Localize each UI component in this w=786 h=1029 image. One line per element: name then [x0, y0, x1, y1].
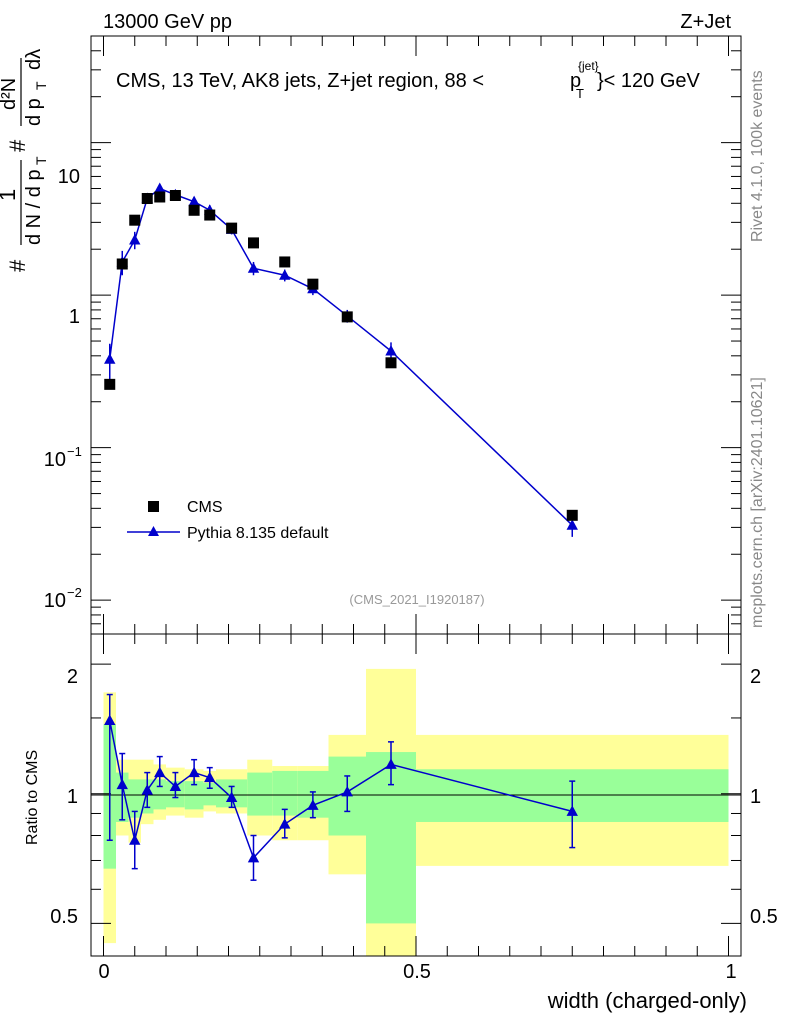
- legend-mc-label: Pythia 8.135 default: [187, 525, 329, 542]
- ratio-point: [385, 758, 397, 769]
- mc-point: [154, 182, 166, 194]
- ratio-point: [566, 805, 578, 816]
- cms-point: [226, 222, 238, 234]
- mc-point: [247, 262, 260, 273]
- main-y-axis-label: # 1 d N / d p T # d²N d p T dλ: [0, 49, 49, 272]
- main-plot-frame: [90, 35, 742, 635]
- x-tick-label-0: 0: [98, 961, 109, 983]
- y-label-d2n: d²N: [0, 78, 20, 110]
- plot-title-suffix: }< 120 GeV: [597, 70, 701, 92]
- cms-point: [279, 256, 291, 268]
- legend-cms-label: CMS: [187, 499, 223, 516]
- main-axis-ticks: [91, 35, 741, 635]
- y-label-dlambda: dλ: [23, 49, 45, 70]
- ratio-tick-right-1: 1: [750, 786, 761, 808]
- y-tick-exp-0p01: −2: [67, 585, 82, 600]
- main-data-points: [104, 182, 578, 537]
- plot-title-p: p: [570, 70, 581, 92]
- y-label-one: 1: [0, 189, 20, 201]
- rivet-label: Rivet 4.1.0, 100k events: [749, 70, 766, 242]
- cms-point: [141, 193, 153, 205]
- plot-title-sup: {jet}: [578, 59, 599, 73]
- mcplots-label: mcplots.cern.ch [arXiv:2401.10621]: [749, 377, 766, 628]
- cms-point: [116, 258, 128, 270]
- ratio-point: [169, 780, 182, 791]
- y-label-sub-t1: T: [33, 156, 49, 165]
- ratio-point: [116, 778, 128, 790]
- mc-point: [385, 345, 397, 356]
- mc-line: [109, 187, 573, 526]
- cms-point: [129, 214, 141, 226]
- ratio-point: [225, 791, 238, 803]
- process-label: Z+Jet: [680, 11, 731, 33]
- ratio-point: [279, 818, 291, 829]
- x-axis-label: width (charged-only): [547, 988, 747, 1013]
- y-tick-label-10: 10: [58, 166, 80, 188]
- mc-point: [279, 269, 291, 280]
- cms-point: [385, 357, 397, 369]
- ratio-data-points: [104, 693, 578, 881]
- cms-point: [248, 237, 259, 249]
- y-tick-label-0p01: 10: [44, 590, 66, 612]
- cms-point: [307, 278, 319, 290]
- ratio-point: [141, 784, 153, 795]
- mc-point: [129, 233, 141, 245]
- legend-mc-marker: [148, 526, 159, 536]
- ratio-tick-left-2: 2: [67, 666, 78, 688]
- cms-point: [104, 378, 116, 390]
- legend-cms-marker: [148, 501, 159, 512]
- cms-point: [204, 209, 216, 221]
- legend: CMS Pythia 8.135 default: [127, 499, 329, 542]
- ratio-point: [188, 766, 200, 778]
- plot-title-sub: T: [576, 86, 584, 101]
- cms-point: [188, 204, 200, 216]
- ratio-tick-left-0p5: 0.5: [50, 906, 78, 928]
- mc-point: [104, 353, 116, 364]
- y-label-sub-t2: T: [33, 81, 49, 90]
- ratio-point: [204, 771, 216, 783]
- plot-title: CMS, 13 TeV, AK8 jets, Z+jet region, 88 …: [116, 59, 701, 101]
- plot-title-prefix: CMS, 13 TeV, AK8 jets, Z+jet region, 88 …: [116, 70, 484, 92]
- band-inner-7: [203, 782, 216, 806]
- band-inner-9: [247, 772, 273, 816]
- ratio-point: [129, 834, 141, 845]
- y-label-hash1: #: [5, 259, 30, 272]
- mc-point: [566, 519, 578, 530]
- cms-point: [566, 509, 578, 521]
- band-inner-2: [128, 779, 141, 818]
- y-tick-exp-0p1: −1: [67, 444, 82, 459]
- y-tick-label-0p1: 10: [44, 449, 66, 471]
- ratio-point: [341, 785, 353, 797]
- analysis-id: (CMS_2021_I1920187): [349, 592, 484, 607]
- ratio-point: [247, 851, 260, 863]
- ratio-point: [104, 714, 116, 725]
- mc-point: [188, 195, 200, 207]
- band-inner-4: [153, 779, 166, 810]
- y-label-dndpt: d N / d p: [23, 169, 45, 245]
- ratio-tick-right-0p5: 0.5: [750, 906, 778, 928]
- ratio-point: [307, 799, 319, 810]
- y-label-hash2: #: [5, 139, 30, 152]
- ratio-uncertainty-bands: [103, 668, 729, 956]
- energy-label: 13000 GeV pp: [103, 11, 232, 33]
- ratio-y-axis-label: Ratio to CMS: [24, 750, 41, 845]
- cms-point: [341, 311, 353, 323]
- cms-point: [169, 189, 181, 201]
- band-inner-10: [272, 770, 298, 816]
- y-label-dpt: d p: [23, 98, 45, 126]
- y-tick-label-1: 1: [69, 306, 80, 328]
- x-tick-label-0p5: 0.5: [403, 961, 431, 983]
- cms-point: [154, 191, 166, 203]
- x-tick-label-1: 1: [725, 961, 736, 983]
- ratio-tick-right-2: 2: [750, 666, 761, 688]
- ratio-axis-ticks: [91, 634, 741, 956]
- ratio-tick-left-1: 1: [67, 786, 78, 808]
- ratio-point: [154, 766, 166, 778]
